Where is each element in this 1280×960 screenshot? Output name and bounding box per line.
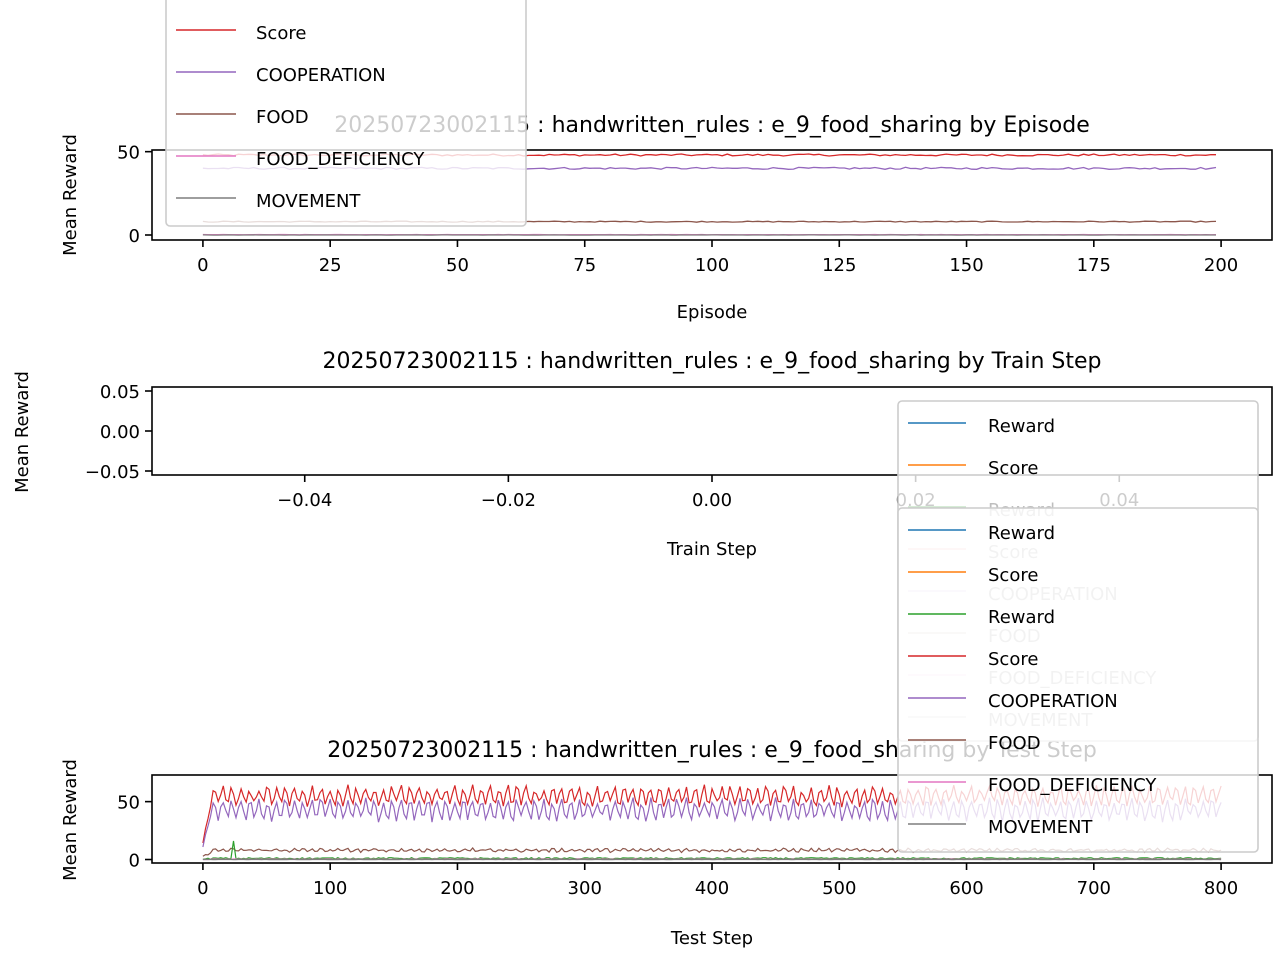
y-tick-label: 50 [117,143,140,164]
x-tick-label: 100 [695,255,729,276]
legend-label: MOVEMENT [988,817,1093,838]
legend-label: Score [988,458,1038,479]
y-tick-label: 0 [129,851,140,872]
x-tick-label: 300 [568,878,602,899]
y-tick-label: 0.00 [100,422,140,443]
x-tick-label: 200 [1204,255,1238,276]
x-tick-label: 700 [1077,878,1111,899]
legend-episode-box [165,0,527,227]
legend-label: COOPERATION [988,691,1118,712]
legend-test-box [897,507,1259,853]
chart-train-ylabel: Mean Reward [12,371,33,493]
y-tick-label: −0.05 [85,462,140,483]
y-tick-label: 50 [117,793,140,814]
chart-episode-ylabel: Mean Reward [60,134,81,256]
x-tick-label: −0.02 [481,490,536,511]
x-tick-label: 200 [440,878,474,899]
x-tick-label: 0 [197,878,208,899]
x-tick-label: 75 [573,255,596,276]
legend-label: FOOD_DEFICIENCY [988,775,1157,796]
legend-label: Reward [988,523,1055,544]
x-tick-label: 0 [197,255,208,276]
chart-test-ylabel: Mean Reward [60,759,81,881]
legend-label: Reward [988,416,1055,437]
chart-episode-xlabel: Episode [677,302,748,323]
chart-train: 20250723002115 : handwritten_rules : e_9… [12,349,1273,560]
legend-episode: Score COOPERATION FOOD FOOD_DEFICIENCY M… [165,0,527,227]
legend-label: Score [988,649,1038,670]
x-tick-label: 100 [313,878,347,899]
legend-label-movement: MOVEMENT [256,191,361,212]
x-tick-label: 150 [949,255,983,276]
legend-label-food-deficiency: FOOD_DEFICIENCY [256,149,425,170]
legend-label: Score [988,565,1038,586]
x-tick-label: 800 [1204,878,1238,899]
chart-episode-ticks: 0 25 50 75 100 125 150 175 200 0 50 [117,143,1238,276]
legend-label: FOOD [988,733,1041,754]
chart-train-xlabel: Train Step [666,539,757,560]
x-tick-label: 50 [446,255,469,276]
legend-test: Reward Score Reward Score COOPERATION FOOD FOO… [897,507,1259,853]
legend-label-food: FOOD [256,107,309,128]
x-tick-label: 0.00 [692,490,732,511]
y-tick-label: 0 [129,226,140,247]
x-tick-label: 25 [319,255,342,276]
x-tick-label: −0.04 [277,490,332,511]
x-tick-label: 600 [949,878,983,899]
legend-label-cooperation: COOPERATION [256,65,386,86]
y-tick-label: 0.05 [100,382,140,403]
x-tick-label: 175 [1077,255,1111,276]
chart-train-title: 20250723002115 : handwritten_rules : e_9… [322,349,1101,374]
x-tick-label: 125 [822,255,856,276]
chart-test-xlabel: Test Step [670,928,753,949]
chart-test-ticks: 0 100 200 300 400 500 600 700 800 0 50 [117,793,1238,899]
x-tick-label: 500 [822,878,856,899]
legend-label: Reward [988,607,1055,628]
x-tick-label: 400 [695,878,729,899]
legend-label-score: Score [256,23,306,44]
